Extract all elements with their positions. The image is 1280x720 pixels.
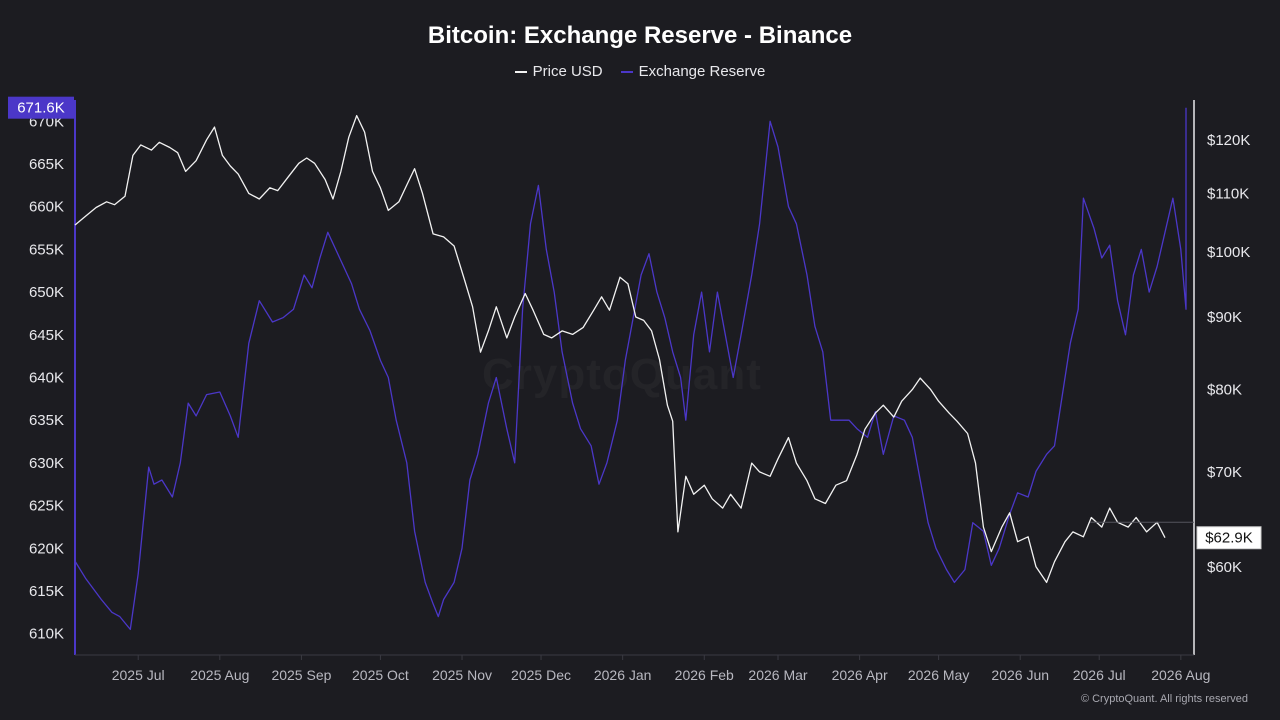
legend-label-price: Price USD bbox=[532, 63, 603, 80]
x-tick-label: 2026 Feb bbox=[675, 667, 734, 683]
copyright-text: © CryptoQuant. All rights reserved bbox=[1080, 693, 1248, 705]
left-tick-label: 665K bbox=[29, 156, 64, 173]
x-tick-label: 2025 Nov bbox=[432, 667, 492, 683]
right-tick-label: $110K bbox=[1207, 185, 1249, 202]
x-tick-label: 2026 May bbox=[908, 667, 969, 683]
legend: Price USD Exchange Reserve bbox=[0, 63, 1280, 80]
x-tick-label: 2026 Jul bbox=[1073, 667, 1126, 683]
left-tick-label: 660K bbox=[29, 199, 64, 216]
x-tick-label: 2026 Apr bbox=[832, 667, 888, 683]
left-tick-label: 630K bbox=[29, 455, 64, 472]
legend-item-reserve[interactable]: Exchange Reserve bbox=[620, 63, 766, 80]
legend-swatch-reserve bbox=[620, 70, 633, 73]
left-last-value-badge bbox=[8, 96, 74, 119]
legend-item-price[interactable]: Price USD bbox=[514, 63, 603, 80]
left-tick-label: 650K bbox=[29, 284, 64, 301]
right-last-value-badge bbox=[1196, 526, 1262, 550]
x-tick-label: 2025 Oct bbox=[352, 667, 409, 683]
left-tick-label: 620K bbox=[29, 540, 64, 557]
x-tick-label: 2025 Jul bbox=[112, 667, 165, 683]
left-tick-label: 655K bbox=[29, 241, 64, 258]
left-tick-label: 610K bbox=[29, 626, 64, 643]
left-tick-label: 615K bbox=[29, 583, 64, 600]
right-tick-label: $120K bbox=[1207, 132, 1250, 149]
left-tick-label: 645K bbox=[29, 327, 64, 344]
left-tick-label: 640K bbox=[29, 370, 64, 387]
chart-title: Bitcoin: Exchange Reserve - Binance bbox=[427, 22, 853, 49]
right-tick-label: $60K bbox=[1207, 559, 1242, 576]
legend-swatch-price bbox=[514, 70, 527, 73]
x-tick-label: 2026 Jun bbox=[991, 667, 1049, 683]
right-tick-label: $100K bbox=[1207, 244, 1250, 261]
left-last-value-text: 671.6K bbox=[17, 100, 65, 117]
right-tick-label: $70K bbox=[1207, 464, 1242, 481]
left-tick-label: 625K bbox=[29, 498, 64, 515]
x-tick-label: 2025 Aug bbox=[190, 667, 249, 683]
left-tick-label: 635K bbox=[29, 412, 64, 429]
reserve-line[interactable] bbox=[74, 107, 1187, 631]
x-tick-label: 2026 Aug bbox=[1151, 667, 1210, 683]
right-tick-label: $90K bbox=[1207, 309, 1242, 326]
right-last-value-text: $62.9K bbox=[1205, 530, 1253, 547]
x-tick-label: 2026 Mar bbox=[748, 667, 807, 683]
x-tick-label: 2025 Sep bbox=[271, 667, 331, 683]
legend-label-reserve: Exchange Reserve bbox=[638, 63, 766, 80]
price-line[interactable] bbox=[74, 114, 1166, 584]
right-tick-label: $80K bbox=[1207, 382, 1242, 399]
x-tick-label: 2025 Dec bbox=[511, 667, 571, 683]
x-tick-label: 2026 Jan bbox=[594, 667, 652, 683]
